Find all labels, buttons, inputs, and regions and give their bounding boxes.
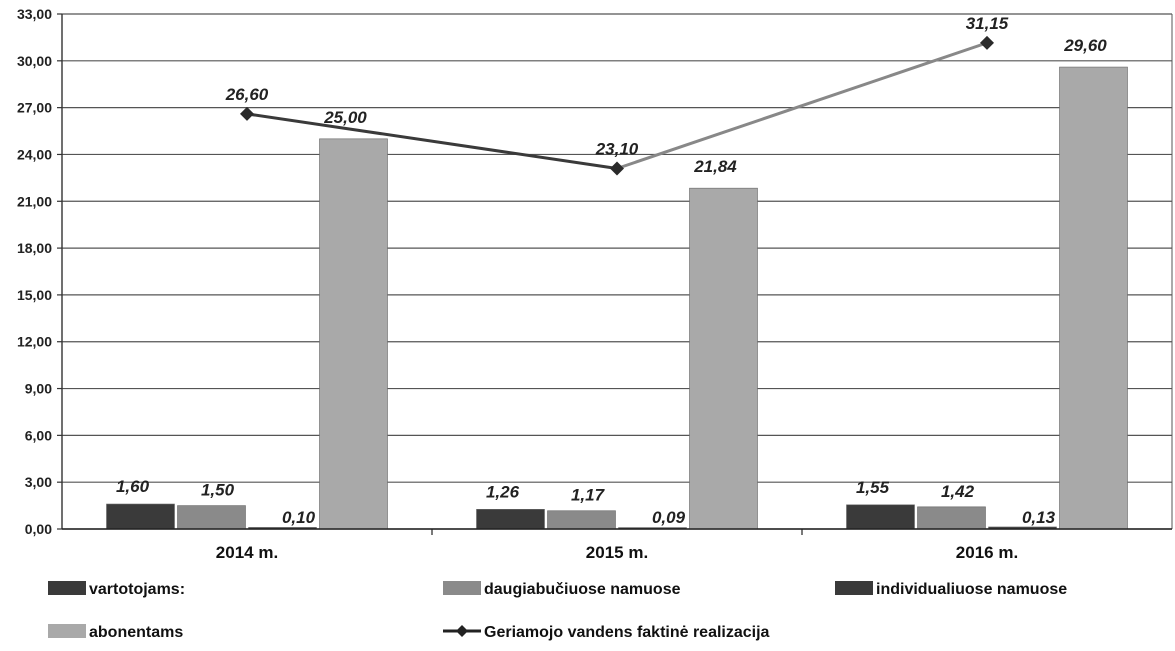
y-tick-label: 6,00 xyxy=(25,427,52,443)
x-tick-label: 2016 m. xyxy=(956,543,1018,562)
line-data-label: 26,60 xyxy=(225,85,269,104)
bar-data-label: 21,84 xyxy=(693,157,737,176)
line-data-label: 23,10 xyxy=(595,140,639,159)
gridlines xyxy=(62,13,1172,530)
legend-swatch xyxy=(48,581,86,595)
legend-label: abonentams xyxy=(89,624,183,641)
y-tick-label: 30,00 xyxy=(17,53,52,69)
y-tick-label: 0,00 xyxy=(25,521,52,537)
legend-swatch xyxy=(443,581,481,595)
legend-swatch-marker xyxy=(456,625,468,637)
bar xyxy=(476,509,545,530)
x-axis: 2014 m. 2015 m. 2016 m. xyxy=(62,528,1172,562)
line-point xyxy=(240,106,254,121)
bar-data-label: 29,60 xyxy=(1063,36,1107,55)
line-segment xyxy=(246,112,618,170)
legend-swatch xyxy=(48,624,86,638)
line-segment xyxy=(616,41,988,170)
line-point xyxy=(610,161,624,176)
bar xyxy=(177,505,246,530)
bar-data-label: 1,55 xyxy=(856,478,890,497)
y-tick-label: 12,00 xyxy=(17,334,52,350)
line-series xyxy=(240,35,994,176)
data-labels: 1,60 1,50 0,10 25,00 1,26 1,17 0,09 21,84 1,55 1,… xyxy=(116,14,1107,527)
line-point xyxy=(980,35,994,50)
x-tick-label: 2014 m. xyxy=(216,543,278,562)
bar xyxy=(319,138,388,530)
legend-label: daugiabučiuose namuose xyxy=(484,581,681,598)
bars xyxy=(106,66,1128,530)
bar xyxy=(547,510,616,530)
y-tick-label: 3,00 xyxy=(25,474,52,490)
bar-data-label: 1,50 xyxy=(201,481,235,500)
y-tick-label: 33,00 xyxy=(17,6,52,22)
x-tick-label: 2015 m. xyxy=(586,543,648,562)
bar xyxy=(689,187,758,530)
y-tick-label: 9,00 xyxy=(25,381,52,397)
bar-data-label: 1,26 xyxy=(486,482,520,501)
legend-swatch xyxy=(835,581,873,595)
y-axis: 0,00 3,00 6,00 9,00 12,00 15,00 18,00 21,00 24,0… xyxy=(17,6,1173,537)
y-tick-label: 21,00 xyxy=(17,193,52,209)
bar-data-label: 1,60 xyxy=(116,477,150,496)
bar-data-label: 1,42 xyxy=(941,482,975,501)
bar-data-label: 0,10 xyxy=(282,508,316,527)
legend-label: Geriamojo vandens faktinė realizacija xyxy=(484,624,770,641)
y-tick-label: 18,00 xyxy=(17,240,52,256)
y-tick-label: 24,00 xyxy=(17,146,52,162)
y-tick-label: 15,00 xyxy=(17,287,52,303)
legend: vartotojams: daugiabučiuose namuose indivi… xyxy=(48,581,1067,641)
legend-label: vartotojams: xyxy=(89,581,185,598)
bar xyxy=(106,503,175,530)
legend-label: individualiuose namuose xyxy=(876,581,1067,598)
bar-data-label: 25,00 xyxy=(323,108,367,127)
y-tick-label: 27,00 xyxy=(17,100,52,116)
bar-data-label: 0,09 xyxy=(652,508,686,527)
line-data-label: 31,15 xyxy=(966,14,1009,33)
bar xyxy=(1059,66,1128,530)
bar xyxy=(917,506,986,530)
bar xyxy=(846,504,915,530)
bar-data-label: 0,13 xyxy=(1022,508,1056,527)
bar-data-label: 1,17 xyxy=(571,486,606,505)
